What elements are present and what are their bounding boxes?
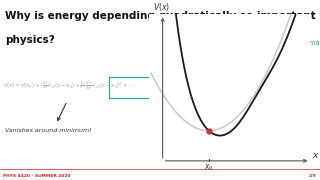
- Text: 2/9: 2/9: [309, 174, 317, 178]
- Text: Vanishes around minimum!: Vanishes around minimum!: [5, 128, 92, 133]
- Text: PHYS 4420 - SUMMER 2020: PHYS 4420 - SUMMER 2020: [3, 174, 71, 178]
- Text: $x_0$: $x_0$: [204, 162, 214, 173]
- Text: physics?: physics?: [5, 35, 54, 45]
- Text: $V(x)$: $V(x)$: [153, 1, 170, 13]
- Text: Why is energy depending quadratically so important in: Why is energy depending quadratically so…: [5, 11, 320, 21]
- Text: $V(x)=V(x_0)+\left(\frac{\partial V}{\partial x}\right)_{x_0}(x-x_0)+\frac{1}{2}: $V(x)=V(x_0)+\left(\frac{\partial V}{\pa…: [3, 79, 134, 93]
- Text: $x$: $x$: [312, 151, 320, 160]
- Text: Harmonic approximation: Harmonic approximation: [250, 40, 320, 46]
